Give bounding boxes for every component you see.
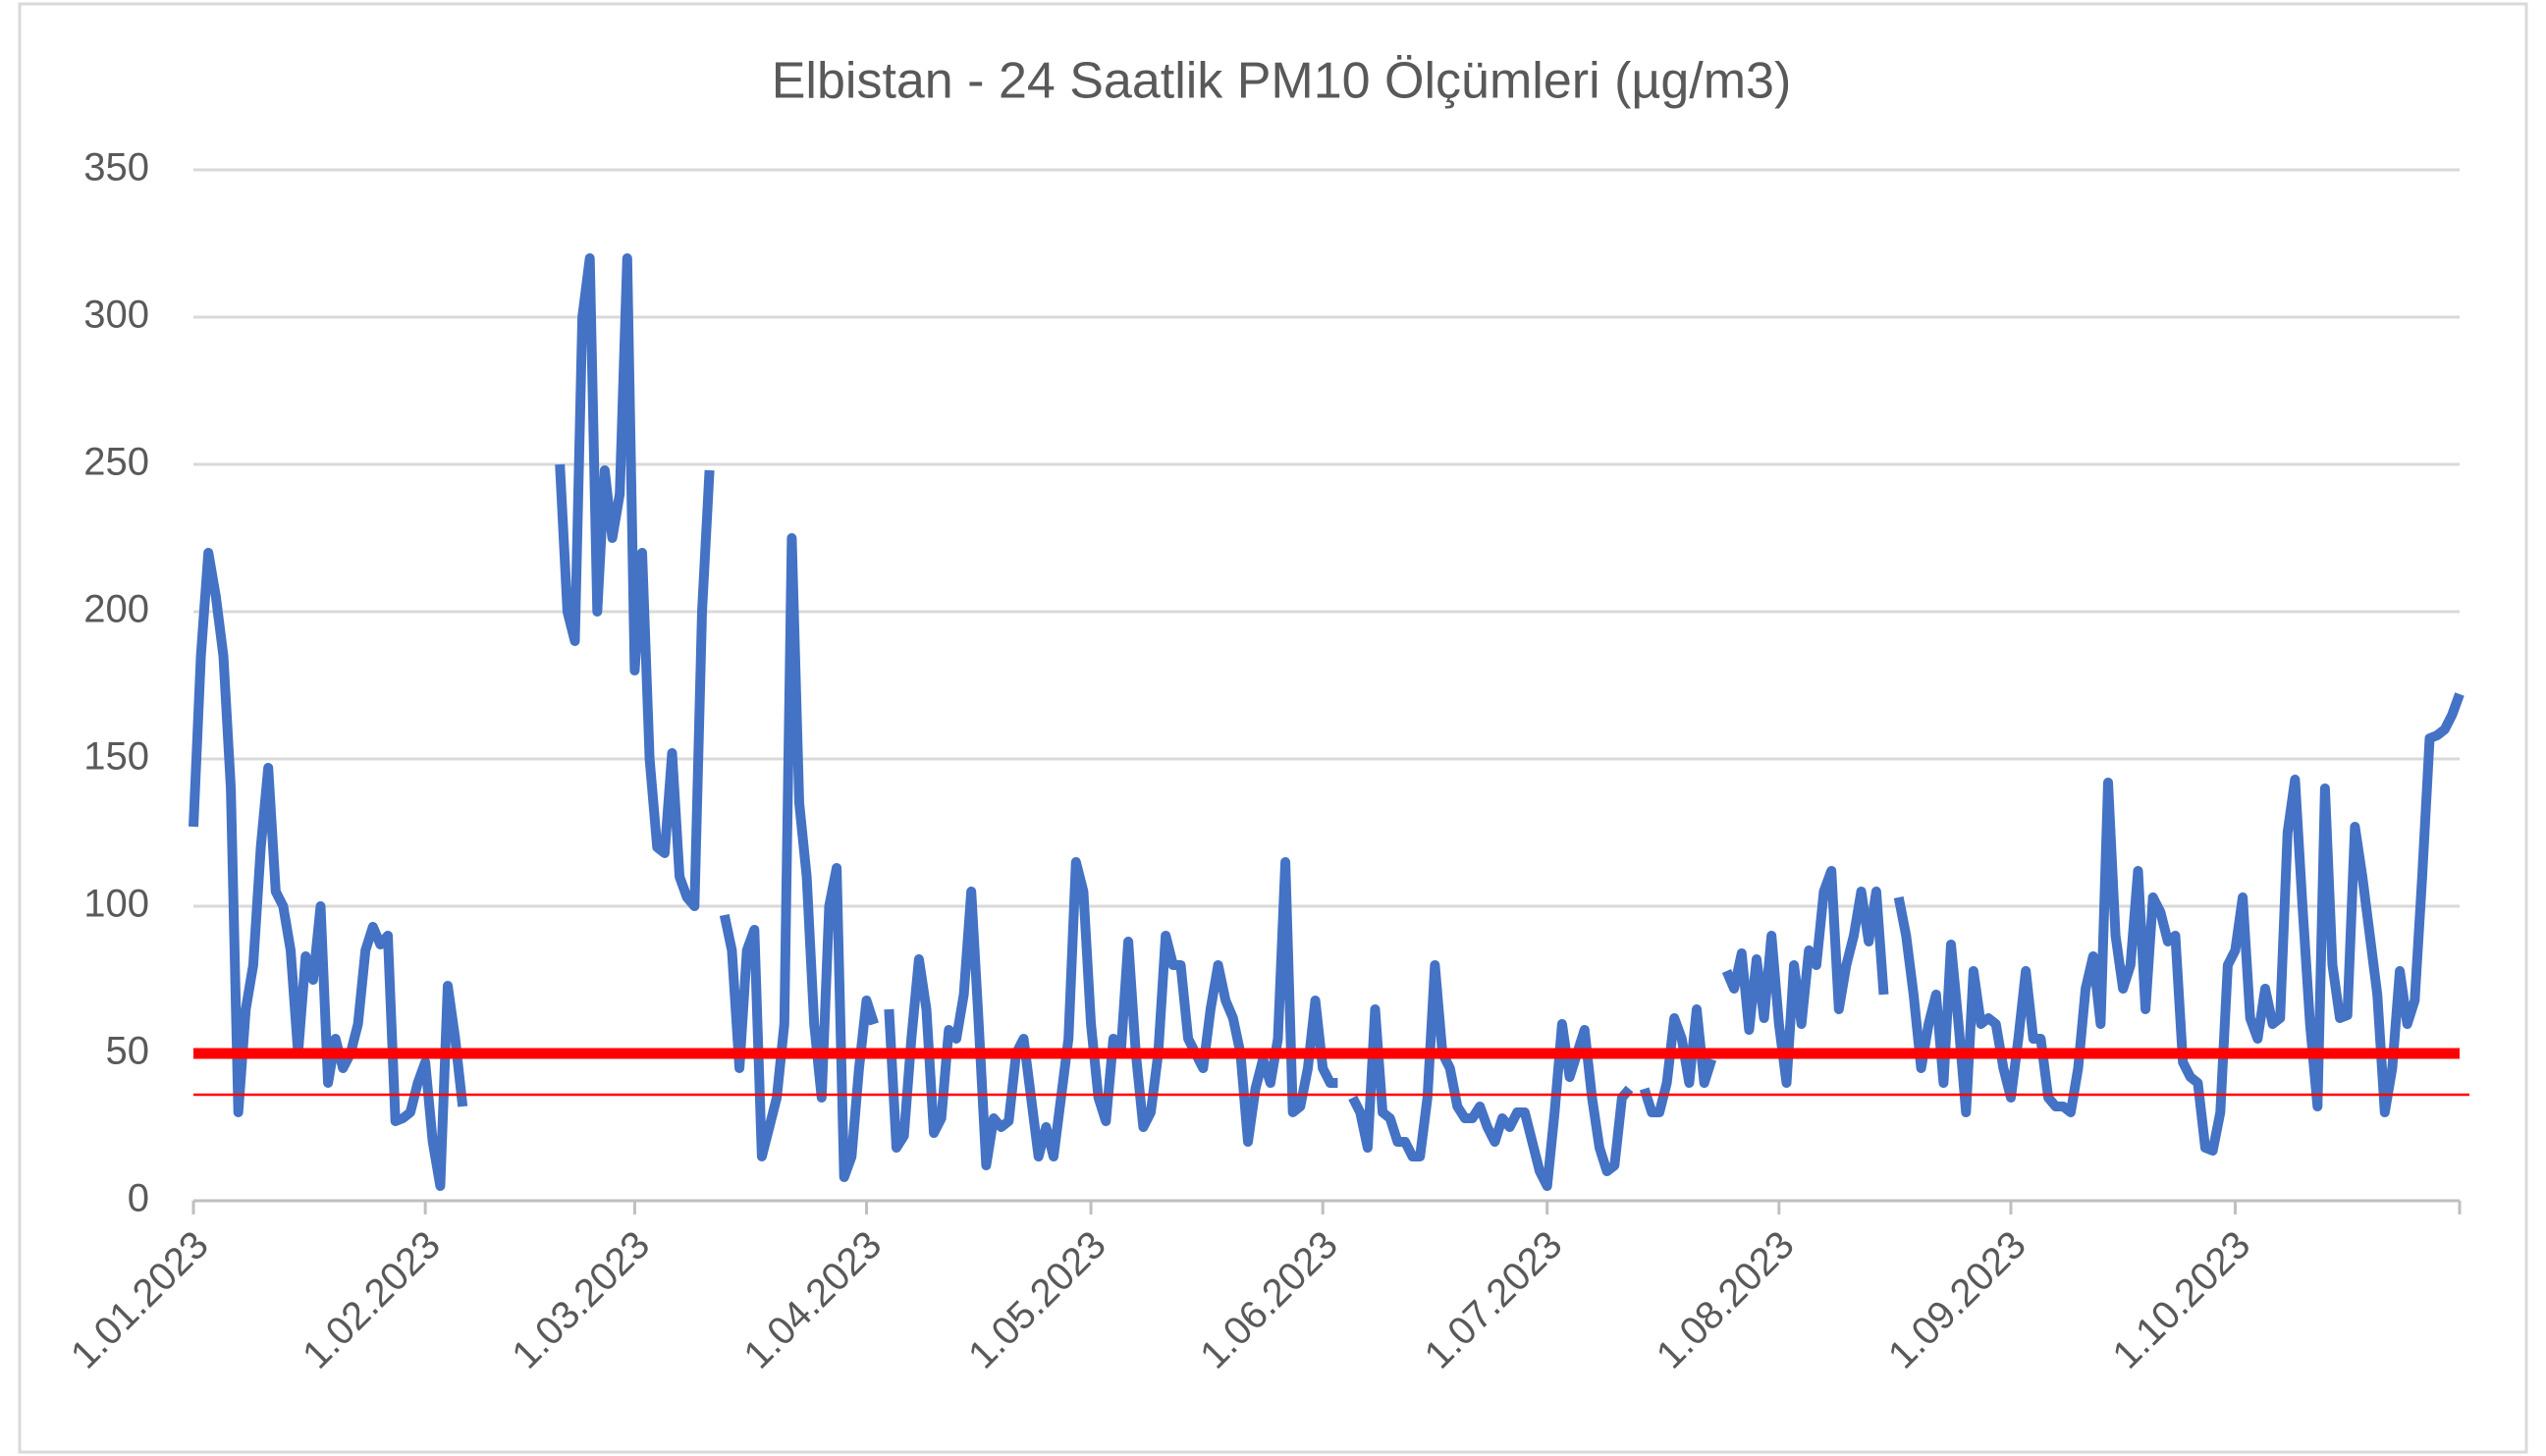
y-tick-label: 250: [83, 441, 149, 484]
y-tick-label: 100: [83, 883, 149, 926]
y-tick-label: 350: [83, 146, 149, 189]
chart-title: Elbistan - 24 Saatlik PM10 Ölçümleri (µg…: [772, 53, 1792, 110]
y-tick-label: 150: [83, 735, 149, 779]
data-line: [189, 253, 2465, 1191]
chart-frame: [18, 2, 2528, 1454]
y-tick-label: 0: [128, 1177, 149, 1220]
y-tick-label: 50: [106, 1030, 150, 1073]
y-tick-label: 200: [83, 588, 149, 631]
y-tick-label: 300: [83, 294, 149, 337]
